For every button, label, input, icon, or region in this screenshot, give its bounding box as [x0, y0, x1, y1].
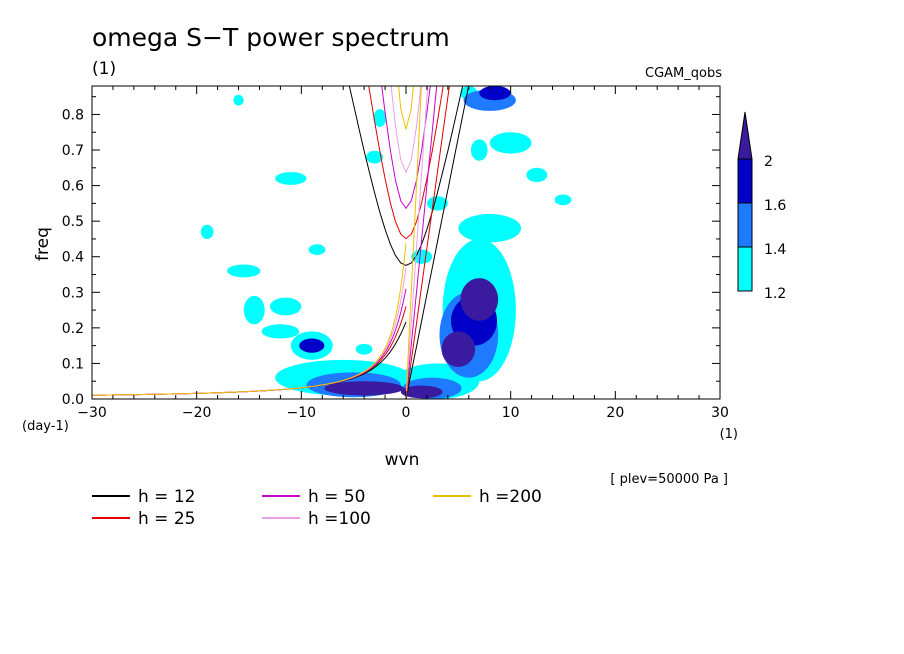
- colorbar-label: 1.6: [764, 198, 786, 214]
- colorbar-label: 1.2: [764, 286, 786, 302]
- colorbar-label: 1.4: [764, 242, 786, 258]
- y-tick-label: 0.1: [62, 356, 84, 372]
- y-tick-label: 0.0: [62, 392, 84, 408]
- x-axis-label: wvn: [385, 450, 420, 470]
- y-tick-label: 0.3: [62, 285, 84, 301]
- contour-blob-level-1: [526, 167, 548, 183]
- legend-label-h100: h =100: [308, 509, 371, 529]
- contour-blob-level-1: [470, 139, 488, 161]
- y-tick-label: 0.8: [62, 107, 84, 123]
- x-tick-label: 30: [711, 405, 729, 421]
- dispersion-curve-layer: [92, 86, 470, 399]
- inertia-gravity-curve-h12: [348, 86, 464, 267]
- colorbar: 1.2 1.4 1.6 2: [737, 111, 786, 302]
- colorbar-segment: [737, 202, 753, 248]
- contour-blob-level-4: [400, 385, 443, 399]
- plot-frame: [91, 85, 721, 400]
- legend-label-h12: h = 12: [138, 487, 195, 507]
- colorbar-label: 2: [764, 154, 773, 170]
- contour-blob-level-4: [324, 381, 404, 396]
- x-tick-label: 20: [606, 405, 624, 421]
- inertia-gravity-curve-h200: [398, 86, 414, 130]
- contour-blob-level-1: [373, 109, 387, 127]
- axis-ticks: −30 −20 −10 0 10 20 30 0.0 0.1 0.2 0.3 0.4 0.5 0.6 0.7…: [62, 86, 729, 421]
- x-unit-label: (1): [720, 427, 738, 442]
- y-tick-label: 0.2: [62, 321, 84, 337]
- contour-blob-level-1: [554, 194, 572, 206]
- x-tick-label: 10: [502, 405, 520, 421]
- chart-subtitle-left: (1): [92, 59, 116, 79]
- colorbar-segment: [737, 158, 753, 204]
- inertia-gravity-curve-h50: [381, 86, 431, 210]
- contour-blob-level-1: [243, 295, 265, 325]
- y-unit-label: (day-1): [22, 419, 69, 434]
- colorbar-overflow-triangle: [737, 111, 753, 160]
- kelvin-curve-h12: [405, 86, 470, 399]
- x-tick-label: −30: [77, 405, 107, 421]
- y-axis-label: freq: [33, 227, 53, 261]
- y-tick-label: 0.6: [62, 179, 84, 195]
- mrg-curve-h200: [92, 243, 407, 396]
- y-tick-label: 0.4: [62, 250, 84, 266]
- chart-subtitle-right: CGAM_qobs: [645, 66, 722, 81]
- contour-blob-level-1: [227, 264, 261, 278]
- contour-blob-level-1: [275, 172, 307, 185]
- contour-blob-level-1: [261, 324, 300, 339]
- contour-blob-level-1: [366, 150, 383, 164]
- contour-blob-level-1: [355, 343, 373, 355]
- y-tick-label: 0.5: [62, 214, 84, 230]
- legend-label-h200: h =200: [479, 487, 542, 507]
- y-tick-label: 0.7: [62, 143, 84, 159]
- contour-blob-level-4: [441, 331, 476, 367]
- contour-blob-level-1: [458, 214, 522, 243]
- x-tick-label: −20: [182, 405, 212, 421]
- contour-blob-level-3: [299, 338, 325, 353]
- legend-label-h50: h = 50: [308, 487, 365, 507]
- contour-blob-level-1: [489, 132, 532, 154]
- colorbar-segment: [737, 246, 753, 292]
- contour-blob-level-1: [308, 244, 326, 255]
- contour-fill-layer: [200, 86, 572, 399]
- contour-blob-level-1: [200, 224, 214, 239]
- legend-label-h25: h = 25: [138, 509, 195, 529]
- contour-blob-level-1: [269, 297, 302, 316]
- contour-blob-level-1: [233, 94, 244, 106]
- curve-legend: h = 12h = 25 h = 50h =100 h =200: [92, 487, 542, 529]
- contour-blob-level-3: [479, 86, 511, 101]
- x-tick-label: −10: [287, 405, 317, 421]
- inertia-gravity-curve-h25: [368, 86, 444, 240]
- level-annotation: [ plev=50000 Pa ]: [610, 472, 728, 487]
- contour-blob-level-1: [411, 249, 433, 264]
- inertia-gravity-curve-h100: [390, 86, 422, 174]
- x-tick-label: 0: [402, 405, 411, 421]
- contour-blob-level-4: [460, 278, 499, 321]
- chart-title: omega S−T power spectrum: [92, 23, 450, 52]
